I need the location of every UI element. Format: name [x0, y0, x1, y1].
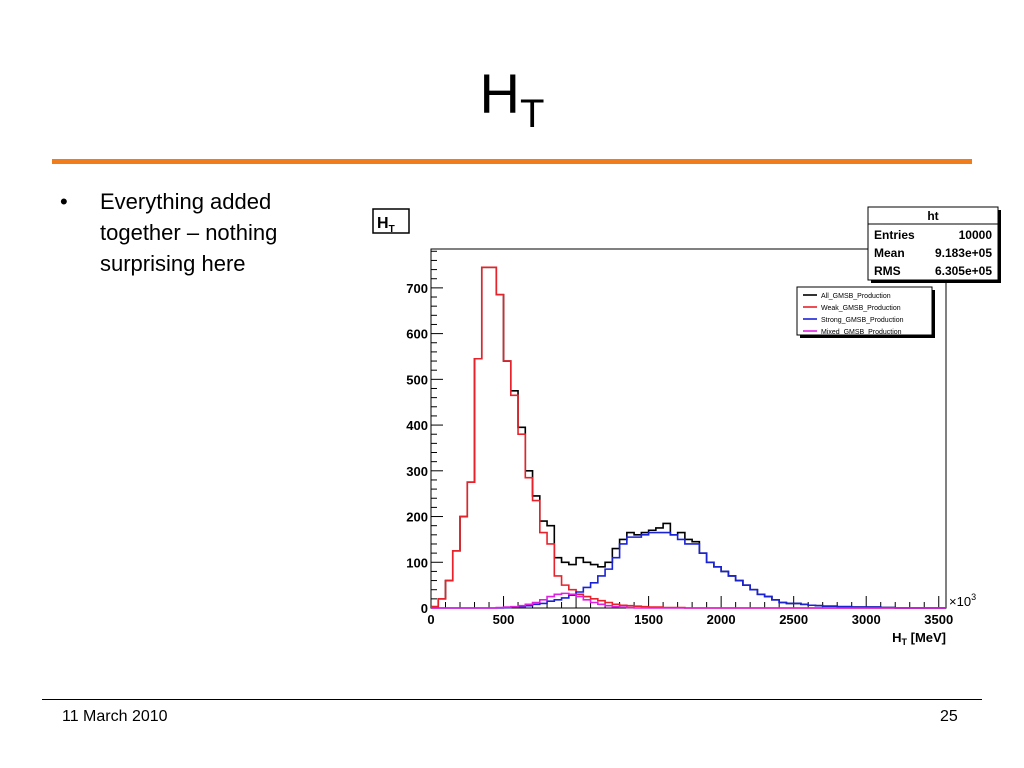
stats-value: 6.305e+05 — [935, 264, 992, 278]
stats-value: 9.183e+05 — [935, 246, 992, 260]
bullet-marker: • — [60, 189, 68, 214]
x-tick-label: 3000 — [852, 612, 881, 627]
legend-label: Strong_GMSB_Production — [821, 317, 904, 324]
y-tick-label: 700 — [406, 281, 428, 296]
footer-rule — [42, 699, 982, 700]
title-rule — [52, 159, 972, 164]
chart-title: HT — [377, 215, 395, 235]
series-strong-gmsb-production — [431, 531, 946, 609]
slide-title-subscript: T — [520, 92, 545, 136]
series-mixed-gmsb-production — [431, 592, 946, 609]
bullet-text: Everything added together – nothing surp… — [100, 189, 278, 276]
y-tick-label: 600 — [406, 327, 428, 342]
bullet-item: • Everything added together – nothing sur… — [60, 186, 330, 279]
chart-title-box — [372, 208, 410, 234]
slide-title: HT — [0, 62, 1024, 136]
footer-date: 11 March 2010 — [62, 708, 168, 725]
y-tick-label: 300 — [406, 464, 428, 479]
x-axis-multiplier: ×103 — [949, 592, 976, 609]
x-tick-label: 2000 — [707, 612, 736, 627]
legend-label: Mixed_GMSB_Production — [821, 329, 902, 336]
y-tick-label: 200 — [406, 510, 428, 525]
ht-histogram-chart: HT 0 100 200 300 400 500 600 700 0 500 1000 1500 2000… — [372, 206, 1001, 647]
stats-label: Mean — [874, 246, 905, 260]
x-tick-label: 3500 — [924, 612, 953, 627]
stats-label: RMS — [874, 264, 901, 278]
legend-box — [796, 286, 933, 336]
legend-label: All_GMSB_Production — [821, 293, 891, 300]
stats-label: Entries — [874, 228, 915, 242]
x-tick-label: 0 — [427, 612, 434, 627]
x-axis-label: HT [MeV] — [892, 630, 946, 647]
legend-label: Weak_GMSB_Production — [821, 305, 901, 312]
x-tick-label: 1000 — [562, 612, 591, 627]
y-tick-label: 400 — [406, 418, 428, 433]
stats-box — [867, 206, 999, 281]
x-tick-label: 500 — [493, 612, 515, 627]
x-tick-label: 2500 — [779, 612, 808, 627]
y-tick-label: 0 — [421, 601, 428, 616]
bullet-list: • Everything added together – nothing sur… — [60, 186, 330, 279]
slide-title-main: H — [479, 62, 520, 125]
page-number: 25 — [940, 708, 958, 725]
y-tick-label: 100 — [406, 555, 428, 570]
stats-box-name: ht — [927, 209, 938, 223]
x-tick-label: 1500 — [634, 612, 663, 627]
stats-value: 10000 — [959, 228, 993, 242]
y-tick-label: 500 — [406, 372, 428, 387]
